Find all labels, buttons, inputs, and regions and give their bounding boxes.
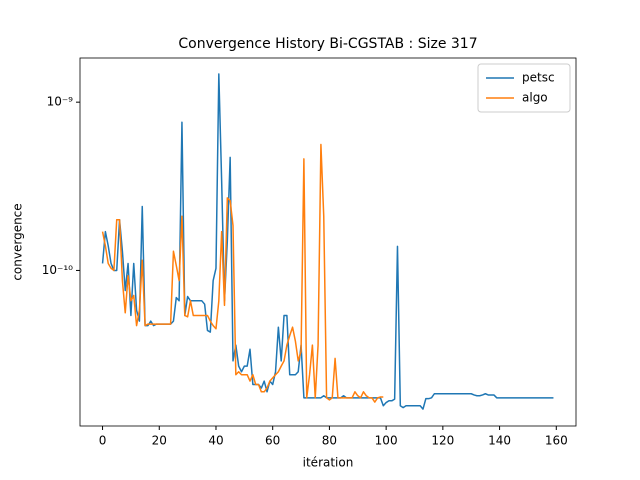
- legend-label: petsc: [522, 71, 555, 85]
- x-tick-label: 160: [545, 434, 568, 448]
- x-tick-label: 120: [431, 434, 454, 448]
- chart-title: Convergence History Bi-CGSTAB : Size 317: [178, 36, 477, 52]
- legend-label: algo: [522, 91, 548, 105]
- y-axis-label: convergence: [11, 203, 25, 280]
- series-line: [101, 73, 554, 410]
- y-tick-label: 10⁻⁹: [47, 95, 74, 109]
- axes-frame: [79, 57, 577, 427]
- x-tick-label: 20: [152, 434, 167, 448]
- y-tick-label: 10⁻¹⁰: [42, 263, 73, 277]
- x-tick-label: 140: [488, 434, 511, 448]
- series-line: [101, 143, 384, 403]
- x-axis-label: itération: [303, 456, 354, 470]
- x-tick-label: 40: [208, 434, 223, 448]
- x-tick-label: 100: [375, 434, 398, 448]
- x-tick-label: 0: [99, 434, 107, 448]
- x-tick-label: 60: [265, 434, 280, 448]
- x-tick-label: 80: [322, 434, 337, 448]
- legend-box: [477, 63, 571, 113]
